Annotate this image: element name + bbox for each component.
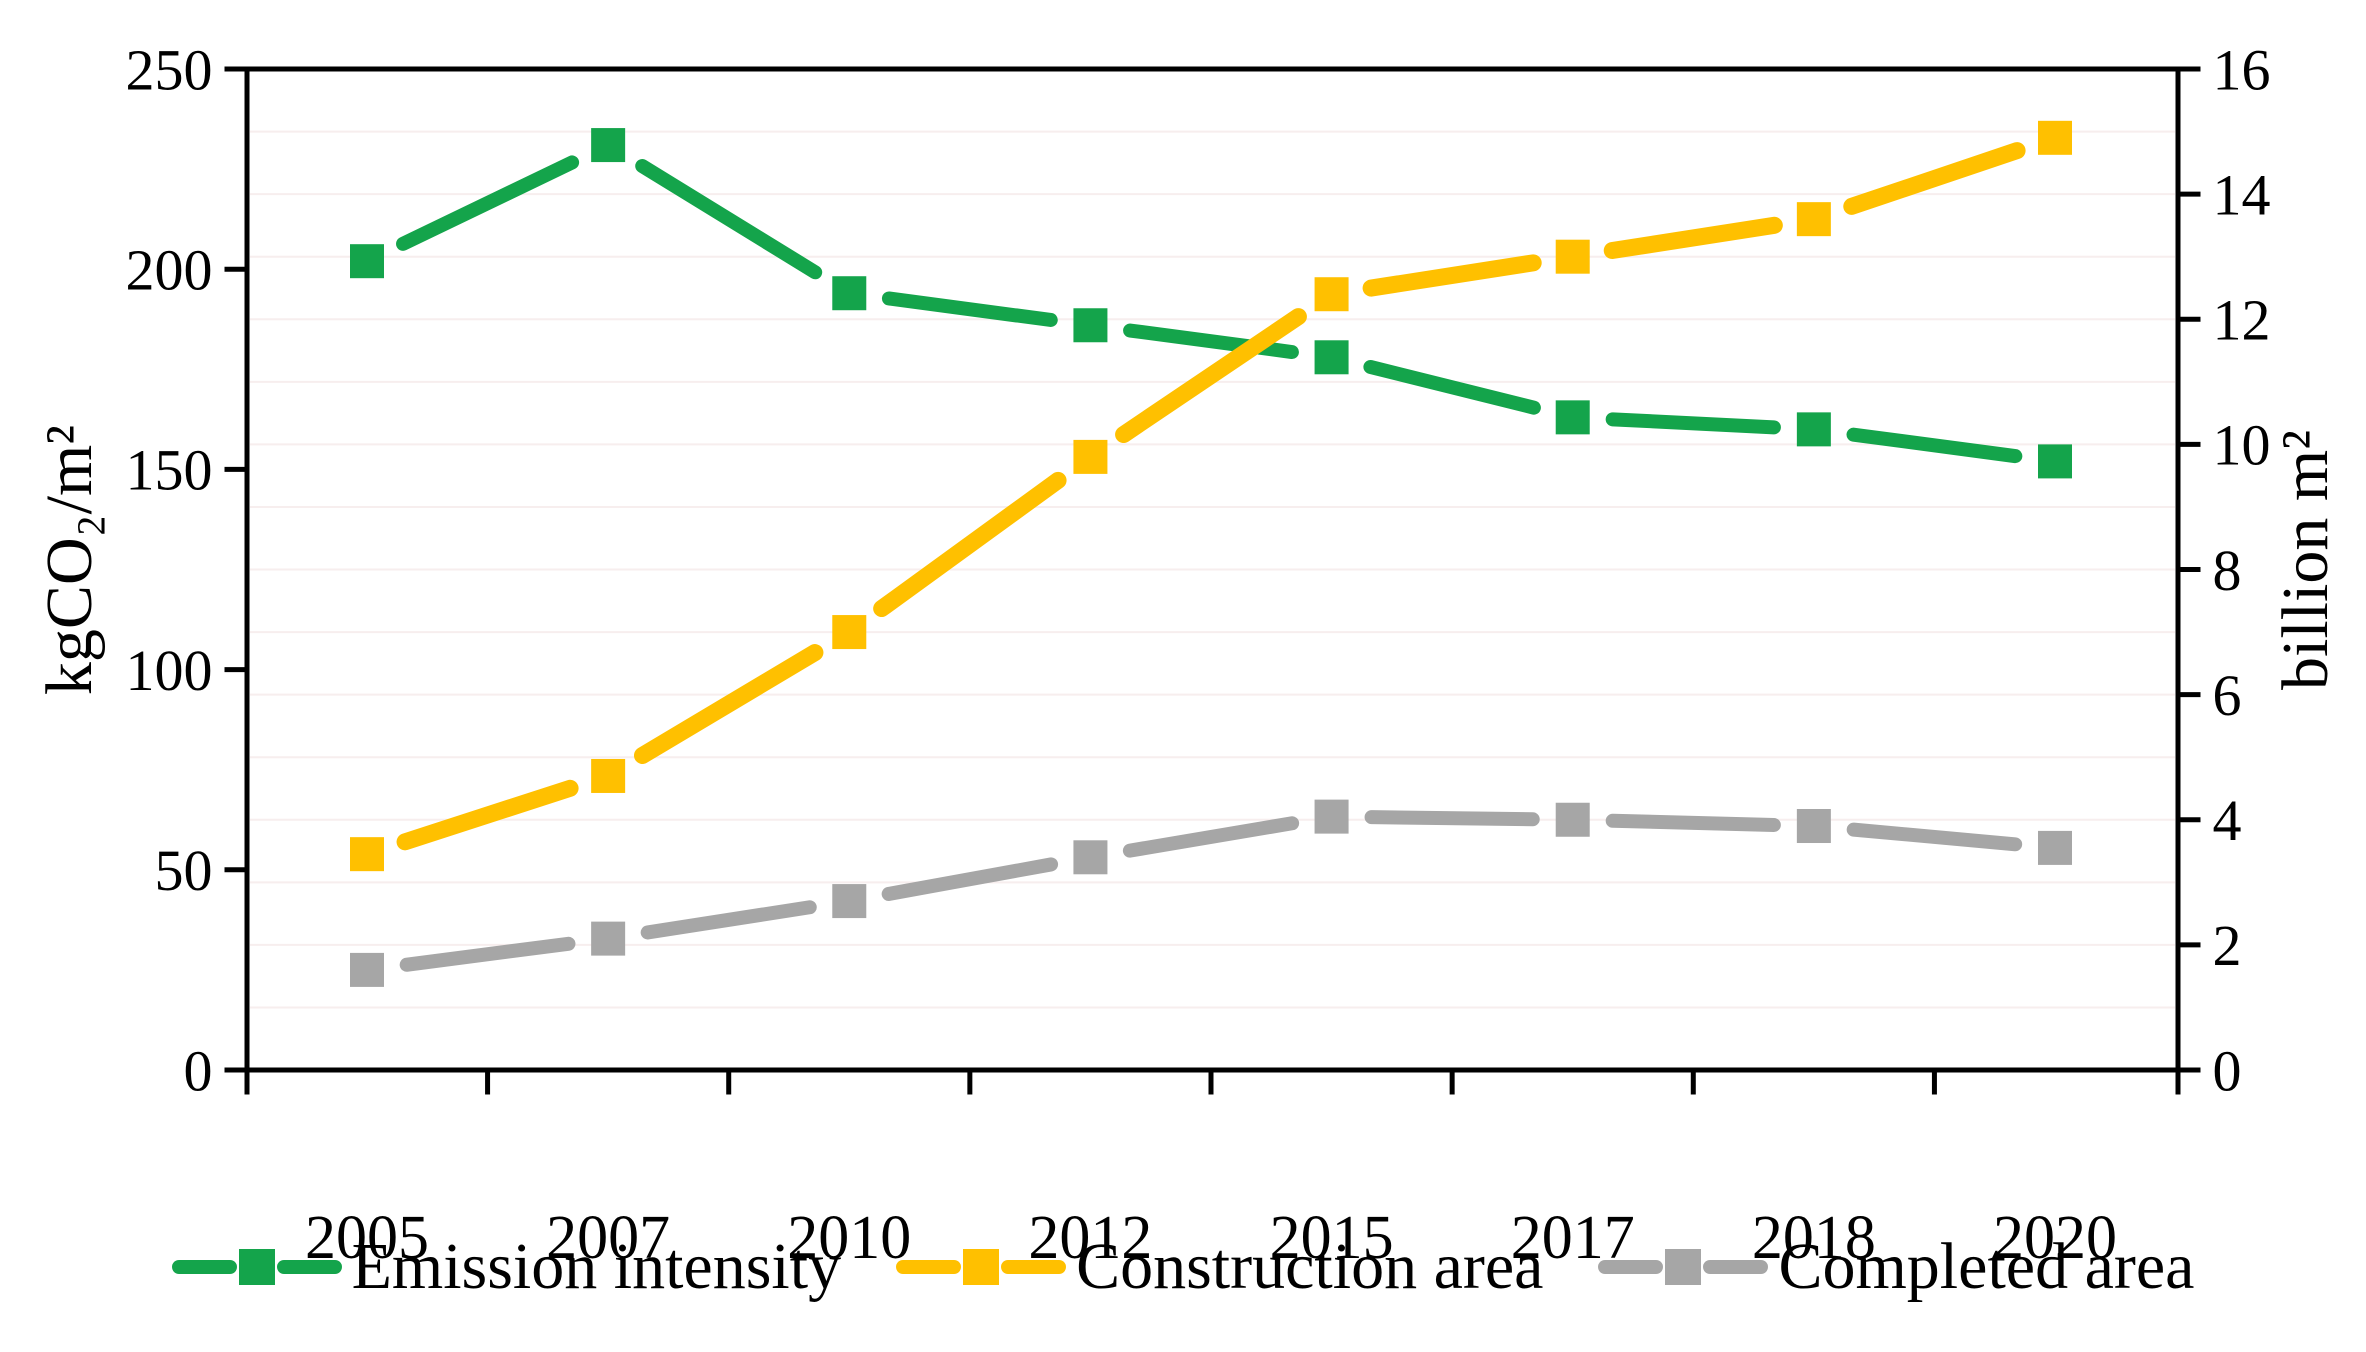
left-axis-title: kgCO₂/m² [33,424,106,696]
series-construction-area [350,120,2072,872]
right-axis-tick-label: 14 [2213,162,2271,227]
right-axis-tick-label: 16 [2213,37,2271,102]
completed-area-line-segment [1364,810,1540,827]
left-axis-tick-label: 200 [126,238,213,303]
x-axis-tick-label: 2010 [787,1204,911,1272]
emission-intensity-line-segment [881,291,1058,327]
completed-area-legend-marker [1598,1249,1769,1285]
emission-intensity-line-segment [396,155,580,251]
completed-area-line-segment [1122,816,1300,858]
completed-area-marker [1073,840,1108,875]
construction-area-marker [350,837,384,872]
right-axis-tick-label: 10 [2213,413,2271,478]
x-axis-tick-label: 2015 [1270,1204,1394,1272]
construction-area-line-segment [1603,216,1783,260]
emission-intensity-marker [1314,340,1349,375]
right-axis-title: billion m² [2269,430,2342,690]
emission-intensity-marker [1073,308,1108,343]
right-axis-tick-label: 12 [2213,288,2271,353]
construction-area-marker [1073,439,1108,474]
construction-area-line-segment [873,471,1067,618]
completed-area-marker [350,952,384,987]
construction-area-line-segment [1115,308,1307,444]
completed-area-line-segment [881,857,1059,901]
emission-intensity-legend-marker [171,1249,342,1285]
x-axis-tick-label: 2018 [1752,1204,1876,1272]
left-axis-tick-label: 150 [126,438,213,503]
construction-area-line-segment [396,779,579,851]
right-axis-tick-label: 6 [2213,663,2242,728]
legend-label-completed-area: Completed area [1778,1230,2195,1303]
gridlines [250,130,2175,1009]
emission-intensity-marker [1555,400,1590,435]
left-axis: 0 50 100 150 200 250 [126,37,245,1103]
emission-intensity-line-segment [635,159,823,280]
emission-intensity-marker [350,244,384,279]
emission-intensity-marker [832,276,867,311]
series-completed-area [350,799,2072,987]
left-axis-tick-label: 50 [155,838,213,903]
construction-area-legend-marker [896,1249,1067,1285]
plot-frame [244,66,2181,1073]
completed-area-marker [832,884,867,919]
x-axis: 2005 2007 2010 2012 2015 2017 2018 2020 [244,1072,2181,1272]
left-axis-tick-label: 250 [126,37,213,102]
completed-area-marker [1555,802,1590,837]
legend: Emission intensity Construction area Com… [0,1234,2366,1300]
emission-intensity-marker [2038,444,2072,479]
completed-area-line-segment [1605,813,1781,832]
completed-area-line-segment [399,936,576,972]
construction-area-marker [2038,120,2072,155]
right-axis-tick-label: 0 [2213,1038,2242,1103]
x-axis-tick-label: 2020 [1993,1204,2117,1272]
emission-intensity-marker [1796,412,1831,447]
construction-area-marker [1796,202,1831,237]
completed-area-marker [1314,799,1349,834]
completed-area-marker [591,921,626,956]
right-axis-tick-label: 4 [2213,788,2242,853]
construction-area-line-segment [1362,254,1542,297]
x-axis-tick-label: 2007 [546,1204,670,1272]
right-axis-tick-label: 2 [2213,913,2242,978]
emission-intensity-line-segment [1605,412,1781,435]
right-axis-tick-label: 8 [2213,538,2242,603]
emission-intensity-line-segment [1846,427,2023,464]
construction-area-marker [591,758,626,793]
construction-area-marker [832,615,867,650]
legend-item-completed-area: Completed area [1598,1234,2194,1300]
series-emission-intensity [350,128,2072,479]
completed-area-marker [1796,809,1831,844]
completed-area-marker [2038,830,2072,865]
legend-item-emission-intensity: Emission intensity [171,1230,842,1303]
right-axis: 0 2 4 6 8 10 12 14 16 [2180,37,2271,1103]
legend-label-emission-intensity: Emission intensity [351,1230,842,1303]
construction-area-marker [1314,277,1349,312]
legend-label-construction-area: Construction area [1076,1230,1544,1303]
construction-area-line-segment [1843,142,2026,215]
left-axis-tick-label: 0 [184,1038,213,1103]
construction-area-marker [1555,239,1590,274]
emission-intensity-line-segment [1363,359,1541,415]
construction-area-line-segment [633,644,824,764]
completed-area-line-segment [1846,822,2023,852]
emission-intensity-marker [591,128,626,163]
left-axis-tick-label: 100 [126,638,213,703]
legend-item-construction-area: Construction area [896,1234,1543,1300]
completed-area-line-segment [640,900,817,940]
